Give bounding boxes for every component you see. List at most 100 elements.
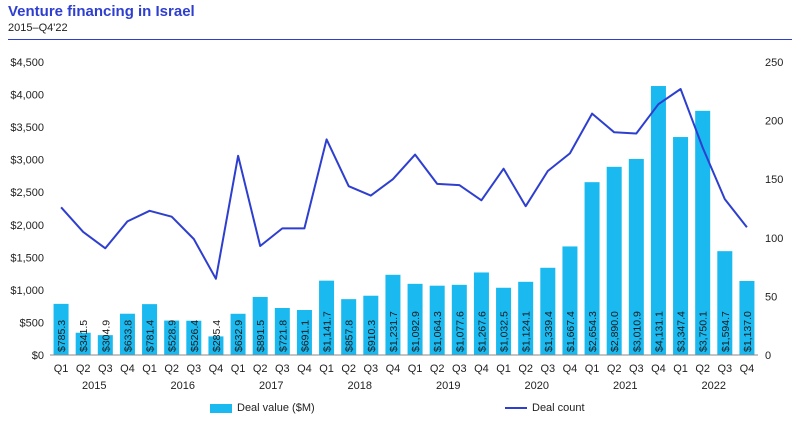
bar (606, 166, 622, 355)
bar-value-label: $1,339.4 (543, 311, 555, 352)
bar (496, 287, 512, 355)
bar-value-label: $1,124.1 (521, 311, 533, 352)
bar (429, 285, 445, 355)
bar-value-label: $2,654.3 (587, 311, 599, 352)
bar-value-label: $1,064.3 (432, 311, 444, 352)
bar-value-label: $3,750.1 (698, 311, 710, 352)
x-tick-label: Q2 (164, 363, 179, 375)
x-tick-label: Q3 (629, 363, 644, 375)
bar-value-label: $691.1 (299, 320, 311, 352)
x-tick-label: Q4 (297, 363, 312, 375)
x-tick-label: Q3 (540, 363, 555, 375)
x-year-label: 2016 (171, 380, 195, 392)
x-tick-label: Q1 (585, 363, 600, 375)
bar (363, 295, 379, 355)
bar (673, 137, 689, 355)
bar-value-label: $781.4 (145, 320, 157, 352)
bar (97, 335, 113, 355)
chart-title: Venture financing in Israel (8, 3, 195, 20)
bar (119, 313, 135, 355)
y-left-tick-label: $2,000 (10, 220, 44, 232)
legend-label-deal-value: Deal value ($M) (237, 402, 315, 414)
bar-value-label: $528.9 (167, 320, 179, 352)
y-right-tick-label: 150 (765, 174, 783, 186)
y-right-tick-label: 200 (765, 116, 783, 128)
bar (473, 272, 489, 355)
bar-value-label: $1,137.0 (742, 311, 754, 352)
legend-item-deal-count: Deal count (505, 402, 585, 414)
x-tick-label: Q1 (231, 363, 246, 375)
x-tick-label: Q3 (98, 363, 113, 375)
bar-value-label: $3,347.4 (676, 311, 688, 352)
y-left-tick-label: $1,000 (10, 285, 44, 297)
x-tick-label: Q2 (518, 363, 533, 375)
x-year-label: 2019 (436, 380, 460, 392)
bar (385, 274, 401, 355)
bar (628, 158, 644, 355)
bar (142, 304, 158, 355)
bar (208, 336, 224, 355)
legend-swatch-line (505, 407, 527, 409)
bar (540, 267, 556, 355)
y-right-tick-label: 100 (765, 233, 783, 245)
x-tick-label: Q1 (408, 363, 423, 375)
legend-item-deal-value: Deal value ($M) (210, 402, 315, 414)
bar (695, 110, 711, 356)
x-tick-label: Q2 (607, 363, 622, 375)
x-tick-label: Q3 (452, 363, 467, 375)
x-tick-label: Q4 (563, 363, 578, 375)
bar (53, 303, 69, 355)
chart-subtitle: 2015–Q4'22 (8, 22, 68, 34)
x-tick-label: Q3 (717, 363, 732, 375)
x-tick-label: Q1 (496, 363, 511, 375)
bar-value-label: $2,890.0 (609, 311, 621, 352)
bar (407, 283, 423, 355)
x-tick-label: Q1 (673, 363, 688, 375)
bar-value-label: $1,141.7 (322, 311, 334, 352)
legend-label-deal-count: Deal count (532, 402, 585, 414)
y-right-tick-label: 50 (765, 291, 777, 303)
x-year-label: 2017 (259, 380, 283, 392)
x-tick-label: Q3 (363, 363, 378, 375)
deal-count-line (60, 88, 748, 280)
bar (186, 320, 202, 355)
bar (274, 308, 290, 355)
bar-value-label: $632.9 (233, 320, 245, 352)
bar-value-label: $341.5 (78, 320, 90, 352)
y-right-tick-label: 0 (765, 350, 771, 362)
y-left-tick-label: $4,500 (10, 57, 44, 69)
y-left-tick-label: $2,500 (10, 187, 44, 199)
x-year-label: 2018 (348, 380, 372, 392)
x-tick-label: Q2 (76, 363, 91, 375)
bar (451, 284, 467, 355)
y-left-tick-label: $3,000 (10, 155, 44, 167)
bar-value-label: $785.3 (56, 320, 68, 352)
x-tick-label: Q3 (186, 363, 201, 375)
bar-value-label: $526.4 (189, 320, 201, 352)
bar (164, 320, 180, 355)
x-year-label: 2020 (525, 380, 549, 392)
bar-value-label: $3,010.9 (631, 311, 643, 352)
bar-value-label: $1,231.7 (388, 311, 400, 352)
x-tick-label: Q2 (341, 363, 356, 375)
x-tick-label: Q4 (209, 363, 224, 375)
bar-value-label: $285.4 (211, 320, 223, 352)
x-tick-label: Q1 (319, 363, 334, 375)
x-year-label: 2022 (702, 380, 726, 392)
title-divider (8, 39, 792, 40)
x-tick-label: Q4 (386, 363, 401, 375)
bar (341, 299, 357, 355)
bar (650, 86, 666, 356)
bar (252, 296, 268, 355)
x-tick-label: Q4 (740, 363, 755, 375)
y-left-tick-label: $4,000 (10, 90, 44, 102)
bar (319, 280, 335, 355)
bar (296, 310, 312, 355)
x-tick-label: Q2 (695, 363, 710, 375)
bar-value-label: $1,267.6 (476, 311, 488, 352)
bar-value-label: $1,032.5 (499, 311, 511, 352)
x-tick-label: Q3 (275, 363, 290, 375)
bar (230, 313, 246, 355)
bar-value-label: $891.5 (255, 320, 267, 352)
bar-value-label: $304.9 (100, 320, 112, 352)
